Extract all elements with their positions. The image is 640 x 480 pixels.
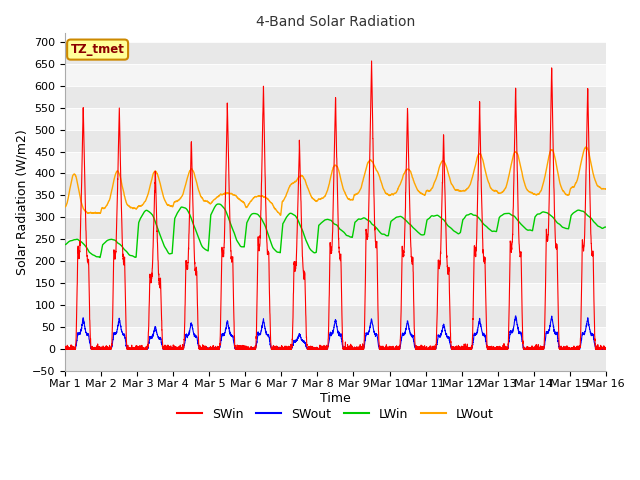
SWout [316, 346, 323, 352]
SWin [159, 338, 166, 344]
SWout [487, 346, 495, 352]
LWin [488, 228, 495, 234]
LWin [457, 228, 465, 234]
Bar [65, 108, 605, 130]
LWout [61, 204, 69, 210]
SWin [316, 346, 323, 352]
Bar [65, 64, 605, 85]
SWout [456, 346, 464, 352]
Bar [65, 173, 605, 195]
Bar [65, 195, 605, 217]
Legend: SWin, SWout, LWin, LWout: SWin, SWout, LWin, LWout [172, 403, 499, 426]
LWout [582, 144, 590, 150]
LWout [276, 212, 284, 218]
Text: TZ_tmet: TZ_tmet [70, 43, 125, 56]
Bar [65, 305, 605, 327]
Bar [65, 327, 605, 349]
SWout [159, 344, 166, 349]
LWout [316, 196, 323, 202]
SWin [61, 346, 69, 352]
SWin [602, 346, 609, 351]
LWout [427, 188, 435, 193]
LWin [214, 201, 222, 207]
LWin [159, 239, 166, 244]
Bar [65, 240, 605, 261]
SWin [457, 346, 465, 352]
Bar [65, 130, 605, 152]
Bar [65, 261, 605, 283]
Line: LWin: LWin [65, 204, 605, 258]
Bar [65, 42, 605, 64]
LWin [602, 224, 609, 230]
LWout [487, 185, 495, 191]
SWout [427, 346, 435, 351]
SWout [61, 346, 69, 352]
Bar [65, 85, 605, 108]
Title: 4-Band Solar Radiation: 4-Band Solar Radiation [256, 15, 415, 29]
SWin [601, 346, 609, 352]
Y-axis label: Solar Radiation (W/m2): Solar Radiation (W/m2) [15, 129, 28, 275]
SWout [601, 346, 609, 352]
LWin [427, 214, 435, 219]
LWout [602, 186, 609, 192]
Line: SWin: SWin [65, 61, 605, 349]
SWin [427, 346, 435, 352]
LWin [602, 224, 609, 230]
Line: SWout: SWout [65, 316, 605, 349]
SWin [487, 345, 495, 350]
LWout [159, 190, 166, 195]
LWin [61, 241, 69, 247]
SWout [512, 313, 520, 319]
Bar [65, 283, 605, 305]
LWout [602, 186, 609, 192]
Bar [65, 349, 605, 371]
SWin [368, 58, 376, 64]
LWout [457, 189, 465, 194]
LWin [96, 255, 104, 261]
X-axis label: Time: Time [320, 392, 351, 405]
Bar [65, 152, 605, 173]
Line: LWout: LWout [65, 147, 605, 215]
Bar [65, 217, 605, 240]
SWout [602, 346, 609, 352]
LWin [316, 222, 323, 228]
